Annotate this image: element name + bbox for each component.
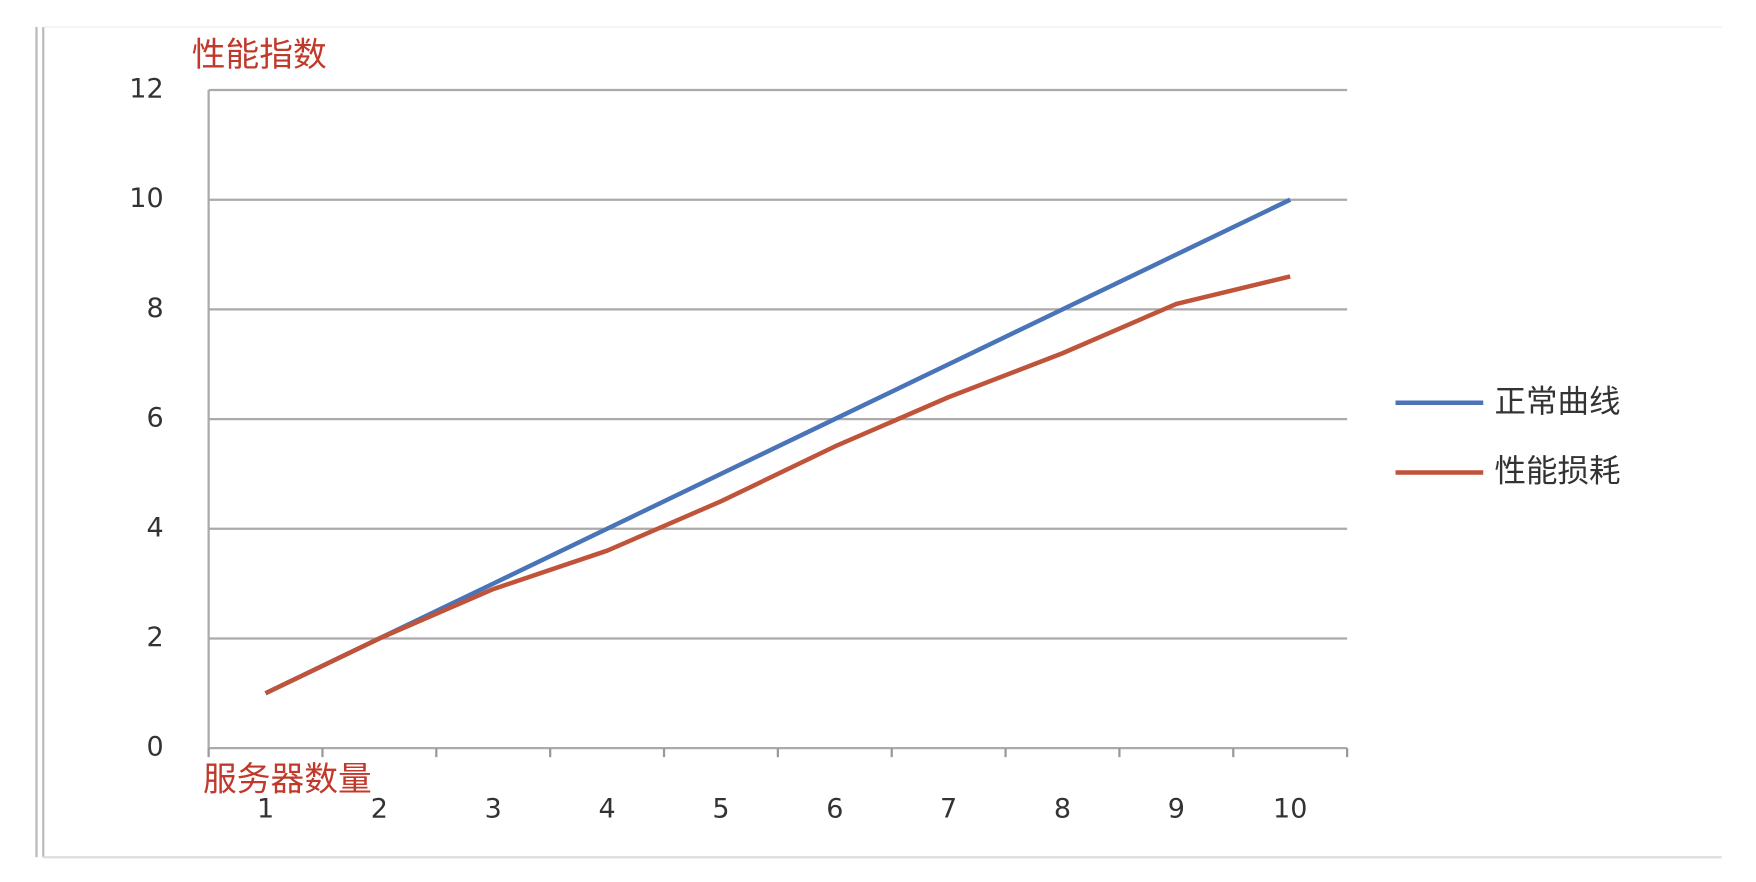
y-axis-label: 性能指数 — [192, 35, 327, 74]
x-tick-label: 5 — [712, 794, 729, 825]
legend-label: 性能损耗 — [1495, 454, 1621, 490]
x-tick-label: 6 — [826, 794, 843, 825]
y-tick-label: 10 — [129, 183, 163, 214]
y-tick-label: 4 — [146, 512, 163, 543]
x-tick-label: 2 — [371, 794, 388, 825]
y-tick-label: 12 — [129, 74, 163, 105]
frame — [35, 26, 1722, 859]
x-tick-label: 9 — [1168, 794, 1185, 825]
y-tick-label: 2 — [146, 622, 163, 653]
series-line — [264, 274, 1291, 696]
y-tick-label: 6 — [146, 403, 163, 434]
x-tick-label: 1 — [257, 794, 274, 825]
y-tick-label: 0 — [146, 732, 163, 763]
x-tick-label: 7 — [940, 794, 957, 825]
x-tick-label: 10 — [1273, 794, 1307, 825]
x-tick-label: 8 — [1054, 794, 1071, 825]
x-tick-label: 4 — [599, 794, 616, 825]
legend-label: 正常曲线 — [1495, 384, 1621, 420]
series-line — [264, 197, 1292, 696]
x-axis-label: 服务器数量 — [203, 759, 372, 798]
y-tick-label: 8 — [146, 293, 163, 324]
x-tick-label: 3 — [485, 794, 502, 825]
